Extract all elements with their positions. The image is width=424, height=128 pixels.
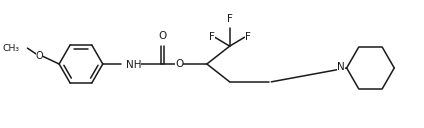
Text: O: O bbox=[158, 31, 166, 41]
Text: F: F bbox=[209, 32, 215, 42]
Text: F: F bbox=[245, 32, 251, 42]
Text: CH₃: CH₃ bbox=[3, 44, 20, 53]
Text: O: O bbox=[175, 59, 183, 69]
Text: O: O bbox=[36, 51, 43, 61]
Text: N: N bbox=[337, 62, 345, 72]
Text: F: F bbox=[227, 14, 233, 24]
Text: NH: NH bbox=[126, 60, 141, 70]
